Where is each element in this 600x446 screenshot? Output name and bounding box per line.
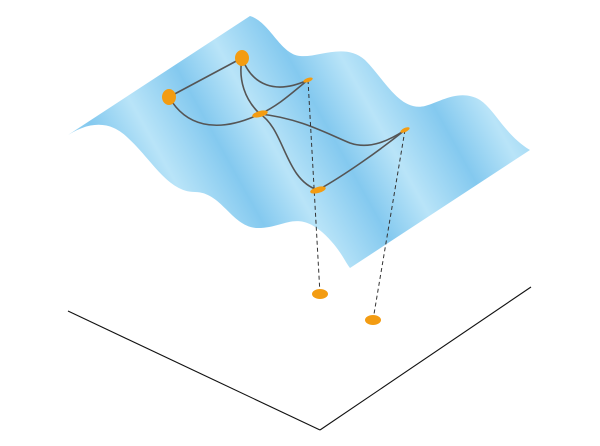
projected-point-2: [365, 315, 381, 325]
projection-line-1: [307, 79, 321, 295]
edge-b-c: [241, 57, 309, 88]
projected-point-1: [312, 289, 328, 299]
edge-a-d: [168, 96, 261, 127]
surface-nodes: [162, 50, 410, 194]
projected-points: [312, 289, 381, 325]
node-b: [235, 50, 249, 66]
edge-d-e: [259, 113, 406, 147]
ground-edge-right: [319, 286, 532, 431]
node-e: [400, 127, 410, 133]
node-d: [252, 110, 268, 118]
node-f: [310, 186, 326, 194]
ground-plane: [67, 286, 532, 431]
node-c: [303, 77, 313, 83]
node-a: [162, 89, 176, 105]
edge-f-e: [317, 129, 406, 191]
ground-edge-left: [67, 310, 321, 431]
edge-a-b: [168, 57, 243, 98]
projection-lines: [307, 79, 406, 321]
wavy-membrane-surface: [68, 16, 530, 268]
edge-d-f: [259, 113, 319, 191]
